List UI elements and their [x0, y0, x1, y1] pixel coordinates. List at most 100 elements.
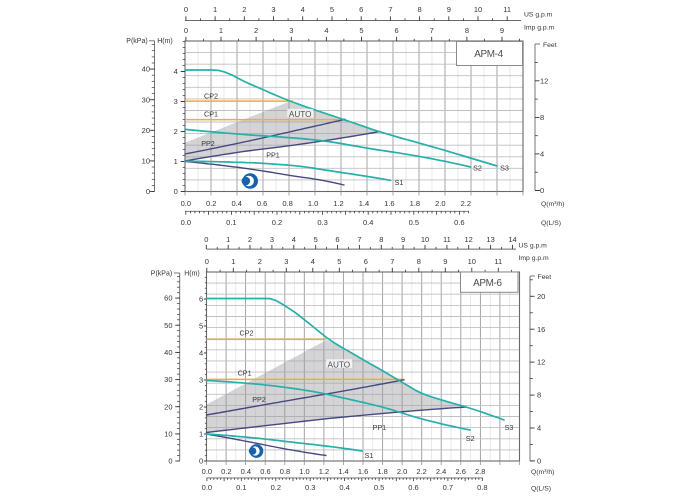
svg-text:Q(L/S): Q(L/S): [541, 220, 561, 227]
svg-text:0: 0: [168, 457, 172, 466]
svg-text:4: 4: [324, 26, 328, 35]
svg-text:1: 1: [226, 235, 230, 244]
svg-text:H(m): H(m): [184, 270, 200, 277]
svg-text:20: 20: [537, 292, 545, 301]
svg-text:0: 0: [146, 187, 150, 196]
svg-text:APM-4: APM-4: [474, 49, 503, 60]
svg-text:Q(m³/h): Q(m³/h): [541, 201, 564, 208]
svg-text:0.2: 0.2: [206, 199, 216, 208]
svg-text:7: 7: [388, 5, 392, 14]
svg-text:1: 1: [174, 157, 178, 166]
svg-text:0.6: 0.6: [257, 199, 267, 208]
svg-text:1.4: 1.4: [359, 199, 369, 208]
svg-text:13: 13: [486, 235, 494, 244]
svg-text:0.8: 0.8: [280, 467, 290, 476]
svg-text:2.6: 2.6: [455, 467, 465, 476]
svg-text:5: 5: [199, 322, 203, 331]
svg-text:CP2: CP2: [240, 328, 254, 337]
svg-text:CP1: CP1: [204, 110, 218, 119]
svg-text:1.0: 1.0: [299, 467, 309, 476]
svg-text:0.1: 0.1: [236, 483, 246, 492]
svg-text:4: 4: [537, 424, 541, 433]
svg-text:6: 6: [335, 235, 339, 244]
svg-text:0: 0: [537, 457, 541, 466]
svg-text:0.4: 0.4: [363, 218, 373, 227]
svg-text:Feet: Feet: [538, 274, 552, 281]
svg-text:0.6: 0.6: [408, 483, 418, 492]
svg-text:5: 5: [330, 5, 334, 14]
svg-text:12: 12: [540, 76, 548, 85]
svg-text:S1: S1: [365, 451, 374, 460]
svg-text:S2: S2: [473, 164, 482, 173]
svg-text:0.0: 0.0: [181, 218, 191, 227]
svg-text:3: 3: [284, 257, 288, 266]
svg-text:0: 0: [184, 5, 188, 14]
svg-text:S2: S2: [466, 434, 475, 443]
svg-text:CP2: CP2: [204, 91, 218, 100]
svg-text:4: 4: [311, 257, 315, 266]
svg-text:16: 16: [537, 325, 545, 334]
svg-text:1.6: 1.6: [358, 467, 368, 476]
svg-text:2: 2: [242, 5, 246, 14]
svg-text:10: 10: [142, 157, 150, 166]
svg-text:12: 12: [465, 235, 473, 244]
svg-text:2.2: 2.2: [461, 199, 471, 208]
svg-text:0: 0: [204, 235, 208, 244]
svg-text:0.8: 0.8: [282, 199, 292, 208]
svg-text:US g.p.m: US g.p.m: [519, 243, 548, 250]
svg-text:7: 7: [430, 26, 434, 35]
svg-text:4: 4: [540, 150, 544, 159]
svg-text:0.4: 0.4: [231, 199, 241, 208]
svg-text:11: 11: [503, 5, 511, 14]
svg-text:0: 0: [184, 26, 188, 35]
svg-text:3: 3: [271, 5, 275, 14]
svg-text:1.2: 1.2: [333, 199, 343, 208]
svg-text:2: 2: [248, 235, 252, 244]
svg-text:1: 1: [213, 5, 217, 14]
svg-text:1.0: 1.0: [308, 199, 318, 208]
svg-text:3: 3: [174, 97, 178, 106]
svg-text:Imp g.p.m: Imp g.p.m: [519, 255, 550, 262]
svg-text:1.4: 1.4: [338, 467, 348, 476]
svg-text:2.0: 2.0: [435, 199, 445, 208]
svg-text:4: 4: [301, 5, 305, 14]
svg-text:30: 30: [142, 95, 150, 104]
svg-text:P(kPa): P(kPa): [126, 38, 147, 45]
svg-text:0.7: 0.7: [443, 483, 453, 492]
svg-text:50: 50: [164, 321, 172, 330]
svg-text:10: 10: [468, 257, 476, 266]
svg-text:2.4: 2.4: [436, 467, 446, 476]
svg-text:9: 9: [401, 235, 405, 244]
svg-text:2.8: 2.8: [475, 467, 485, 476]
svg-text:8: 8: [537, 391, 541, 400]
svg-text:0: 0: [199, 457, 203, 466]
svg-text:Q(L/S): Q(L/S): [531, 486, 551, 493]
svg-text:0.3: 0.3: [317, 218, 327, 227]
svg-text:1.8: 1.8: [410, 199, 420, 208]
svg-text:0: 0: [540, 186, 544, 195]
svg-text:1.6: 1.6: [384, 199, 394, 208]
svg-text:3: 3: [289, 26, 293, 35]
svg-text:2.0: 2.0: [397, 467, 407, 476]
svg-text:2: 2: [254, 26, 258, 35]
svg-text:Feet: Feet: [543, 42, 557, 49]
svg-text:4: 4: [174, 67, 178, 76]
svg-text:CP1: CP1: [238, 368, 252, 377]
svg-text:6: 6: [364, 257, 368, 266]
svg-text:S1: S1: [395, 178, 404, 187]
svg-text:40: 40: [164, 348, 172, 357]
svg-text:5: 5: [359, 26, 363, 35]
svg-text:30: 30: [164, 375, 172, 384]
svg-text:10: 10: [474, 5, 482, 14]
svg-text:PP1: PP1: [266, 151, 280, 160]
svg-text:0.5: 0.5: [409, 218, 419, 227]
svg-text:0.4: 0.4: [241, 467, 251, 476]
svg-text:PP2: PP2: [201, 139, 215, 148]
svg-text:APM-6: APM-6: [473, 278, 502, 289]
svg-text:0.2: 0.2: [271, 483, 281, 492]
svg-text:3: 3: [270, 235, 274, 244]
svg-text:Imp g.p.m: Imp g.p.m: [524, 25, 555, 32]
svg-text:1.8: 1.8: [377, 467, 387, 476]
svg-text:2: 2: [199, 403, 203, 412]
svg-text:9: 9: [500, 26, 504, 35]
